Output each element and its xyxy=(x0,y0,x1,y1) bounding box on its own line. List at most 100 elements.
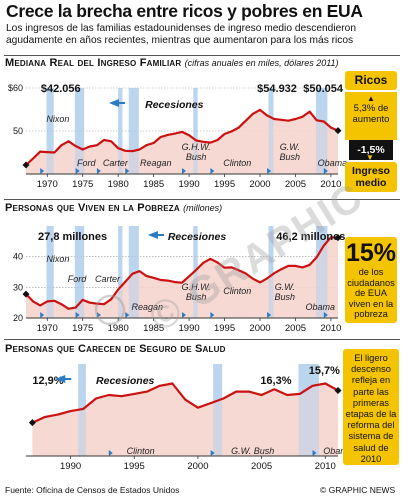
x-tick-label: 1990 xyxy=(60,461,81,472)
data-point xyxy=(184,398,187,401)
data-point xyxy=(117,288,120,291)
recession-band-overlay xyxy=(268,226,274,318)
x-tick-label: 2000 xyxy=(187,461,208,472)
start-marker xyxy=(22,290,30,298)
x-tick-label: 1995 xyxy=(214,179,235,190)
data-point xyxy=(259,109,261,111)
president-label: G.H.W. Bush xyxy=(182,282,211,302)
data-point xyxy=(273,272,276,275)
data-point xyxy=(69,410,72,413)
x-tick-label: 2005 xyxy=(285,179,306,190)
data-point xyxy=(223,133,226,135)
source-note: Fuente: Oficina de Censos de Estados Uni… xyxy=(5,485,180,495)
x-tick-label: 1970 xyxy=(37,323,58,334)
data-point xyxy=(273,388,276,391)
section-divider xyxy=(4,199,400,200)
start-marker xyxy=(22,161,30,169)
rich-increase-text: 5,3% de aumento xyxy=(352,103,390,125)
rich-label-box: Ricos xyxy=(345,71,397,90)
value-annotation: 15,7% xyxy=(309,365,340,377)
data-point xyxy=(181,130,183,133)
credit-note: © GRAPHIC NEWS xyxy=(320,485,396,495)
president-term-marker xyxy=(40,312,45,318)
y-tick-label: 20 xyxy=(13,313,23,323)
president-label-line: G.W. xyxy=(280,142,300,152)
data-point xyxy=(56,413,59,416)
data-point xyxy=(159,279,162,281)
income-chart: 50 $60 1970 1975 1980 1985 1990 1995 2000 2005 201… xyxy=(8,83,347,190)
data-point xyxy=(315,119,318,122)
data-point xyxy=(96,144,98,147)
x-tick-label: 1975 xyxy=(72,323,93,334)
data-point xyxy=(260,394,263,396)
data-point xyxy=(252,112,254,115)
data-point xyxy=(95,397,97,400)
end-marker xyxy=(334,127,342,135)
poverty-note: (millones) xyxy=(183,203,223,213)
x-tick-label: 2005 xyxy=(251,461,272,472)
data-point xyxy=(287,264,290,267)
data-point xyxy=(280,268,283,271)
data-point xyxy=(209,402,212,404)
data-point xyxy=(235,390,238,393)
recession-arrow-icon xyxy=(108,99,125,107)
president-label-line: G.H.W. xyxy=(182,142,211,152)
x-tick-label: 2010 xyxy=(315,461,336,472)
president-term-marker xyxy=(267,312,272,318)
recession-band-overlay xyxy=(46,226,54,318)
recession-band-overlay xyxy=(316,226,328,318)
data-point xyxy=(60,144,63,147)
data-point xyxy=(46,300,49,303)
data-point xyxy=(81,299,84,301)
page-title: Crece la brecha entre ricos y pobres en … xyxy=(6,1,363,21)
data-point xyxy=(53,299,56,302)
data-point xyxy=(195,139,198,142)
recession-band-overlay xyxy=(128,88,139,174)
data-point xyxy=(197,406,199,409)
rich-increase-box: ▲ 5,3% de aumento xyxy=(345,92,397,140)
data-point xyxy=(145,275,148,277)
data-point xyxy=(259,281,261,284)
data-point xyxy=(266,277,268,280)
income-note: (cifras anuales en miles, dólares 2011) xyxy=(184,58,339,68)
poverty-percent: 15% xyxy=(345,239,397,267)
x-tick-label: 1985 xyxy=(143,179,164,190)
x-tick-label: 2005 xyxy=(285,323,306,334)
section-divider xyxy=(4,55,400,56)
president-label: G.W. Bush xyxy=(231,446,274,456)
president-label: Clinton xyxy=(223,286,251,296)
data-point xyxy=(266,114,268,117)
x-tick-label: 2000 xyxy=(249,179,270,190)
data-point xyxy=(202,140,205,143)
y-tick-label: $60 xyxy=(8,83,23,93)
data-point xyxy=(244,272,247,275)
data-point xyxy=(81,148,84,151)
president-label-line: G.W. xyxy=(275,282,295,292)
data-point xyxy=(287,119,290,122)
start-marker xyxy=(28,419,36,427)
data-point xyxy=(280,118,283,121)
data-point xyxy=(44,416,47,418)
x-tick-label: 2010 xyxy=(320,179,341,190)
x-tick-label: 1990 xyxy=(179,179,200,190)
data-point xyxy=(138,148,141,151)
insurance-section-title: Personas que Carecen de Seguro de Salud xyxy=(5,343,226,355)
recession-band-overlay xyxy=(118,226,123,318)
series-area xyxy=(26,237,338,318)
data-point xyxy=(110,298,112,301)
recession-arrow-icon xyxy=(55,375,72,383)
data-point xyxy=(166,133,169,136)
median-label-text: Ingreso medio xyxy=(352,165,390,189)
president-term-marker xyxy=(75,312,80,318)
recession-band-overlay xyxy=(118,88,123,174)
data-point xyxy=(252,277,254,280)
data-point xyxy=(230,266,233,269)
x-tick-label: 2010 xyxy=(320,323,341,334)
y-tick-label: 30 xyxy=(13,282,23,292)
president-term-marker xyxy=(267,168,272,174)
recession-label: Recesiones xyxy=(168,231,227,243)
data-point xyxy=(32,157,34,160)
x-tick-label: 1970 xyxy=(37,179,58,190)
data-point xyxy=(88,145,91,148)
data-point xyxy=(103,139,105,141)
